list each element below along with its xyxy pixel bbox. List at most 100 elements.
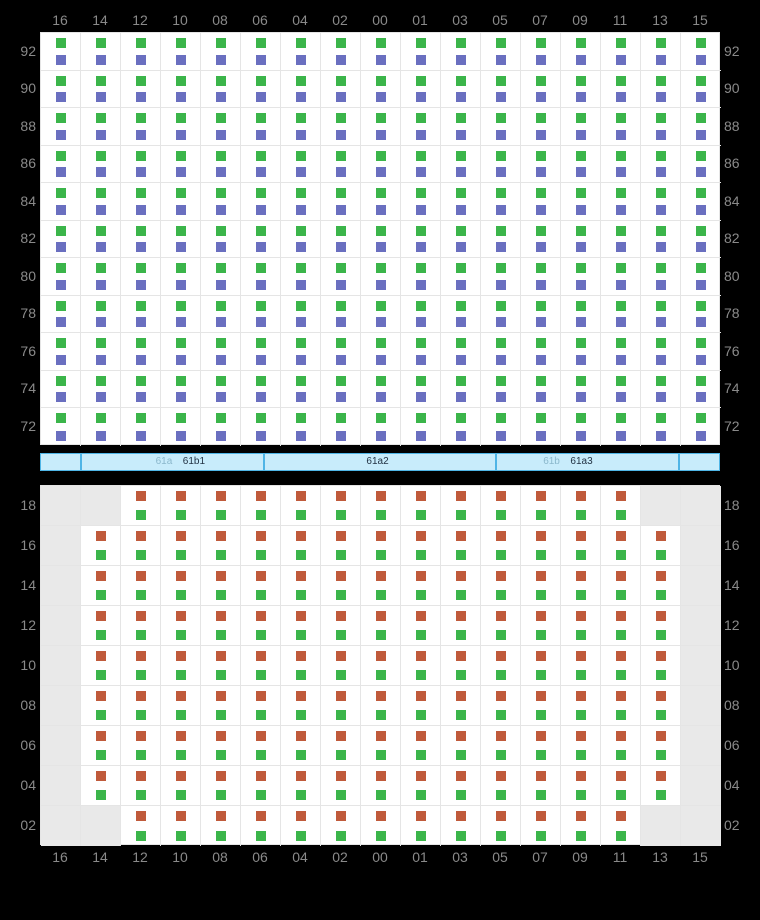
row-label: 78 xyxy=(12,303,36,323)
marker-bottom xyxy=(416,55,426,65)
marker-bottom xyxy=(536,55,546,65)
marker-bottom xyxy=(416,630,426,640)
marker-top xyxy=(456,771,466,781)
rack-cell xyxy=(601,146,641,184)
marker-bottom xyxy=(536,710,546,720)
marker-bottom xyxy=(256,670,266,680)
rack-cell xyxy=(521,221,561,259)
rack-cell xyxy=(241,646,281,686)
rack-cell xyxy=(281,566,321,606)
rack-cell xyxy=(521,486,561,526)
marker-top xyxy=(336,571,346,581)
marker-bottom xyxy=(216,130,226,140)
row-label: 04 xyxy=(724,775,748,795)
marker-bottom xyxy=(176,130,186,140)
rack-cell xyxy=(81,33,121,71)
rack-cell xyxy=(521,371,561,409)
marker-bottom xyxy=(616,710,626,720)
marker-top xyxy=(696,338,706,348)
marker-top xyxy=(696,376,706,386)
marker-top xyxy=(656,263,666,273)
marker-bottom xyxy=(256,392,266,402)
marker-top xyxy=(496,811,506,821)
marker-top xyxy=(216,263,226,273)
marker-bottom xyxy=(96,790,106,800)
rack-cell xyxy=(361,806,401,846)
marker-top xyxy=(656,338,666,348)
rack-cell xyxy=(121,526,161,566)
rack-cell xyxy=(161,333,201,371)
marker-bottom xyxy=(176,317,186,327)
marker-bottom xyxy=(336,130,346,140)
marker-top xyxy=(536,571,546,581)
rack-cell xyxy=(641,686,681,726)
rack-cell xyxy=(561,221,601,259)
rack-cell xyxy=(361,371,401,409)
rack-cell xyxy=(601,646,641,686)
marker-top xyxy=(416,651,426,661)
rack-cell xyxy=(441,806,481,846)
marker-bottom xyxy=(96,167,106,177)
row-label: 78 xyxy=(724,303,748,323)
rack-cell xyxy=(681,486,721,526)
marker-top xyxy=(176,691,186,701)
rack-cell xyxy=(641,606,681,646)
marker-top xyxy=(96,571,106,581)
marker-top xyxy=(496,376,506,386)
rack-cell xyxy=(241,33,281,71)
marker-bottom xyxy=(496,630,506,640)
marker-top xyxy=(176,76,186,86)
marker-bottom xyxy=(96,710,106,720)
rack-cell xyxy=(561,258,601,296)
marker-bottom xyxy=(536,750,546,760)
rack-cell xyxy=(561,371,601,409)
rack-cell xyxy=(441,33,481,71)
marker-top xyxy=(536,263,546,273)
marker-top xyxy=(216,771,226,781)
rack-cell xyxy=(441,183,481,221)
marker-bottom xyxy=(296,317,306,327)
rack-cell xyxy=(281,258,321,296)
marker-bottom xyxy=(696,92,706,102)
marker-bottom xyxy=(336,205,346,215)
marker-bottom xyxy=(576,242,586,252)
rack-cell xyxy=(441,371,481,409)
midbar-segment xyxy=(40,453,81,471)
marker-top xyxy=(456,611,466,621)
rack-cell xyxy=(161,108,201,146)
marker-top xyxy=(536,811,546,821)
marker-bottom xyxy=(256,55,266,65)
marker-bottom xyxy=(416,831,426,841)
marker-bottom xyxy=(376,130,386,140)
row-label: 72 xyxy=(12,416,36,436)
row-label: 08 xyxy=(724,695,748,715)
marker-top xyxy=(296,151,306,161)
marker-bottom xyxy=(96,431,106,441)
marker-bottom xyxy=(416,280,426,290)
marker-bottom xyxy=(136,590,146,600)
rack-cell xyxy=(521,646,561,686)
marker-bottom xyxy=(496,510,506,520)
marker-bottom xyxy=(336,392,346,402)
rack-cell xyxy=(241,526,281,566)
marker-bottom xyxy=(456,630,466,640)
marker-top xyxy=(176,376,186,386)
rack-cell xyxy=(681,371,721,409)
marker-top xyxy=(376,376,386,386)
marker-bottom xyxy=(176,590,186,600)
marker-bottom xyxy=(96,92,106,102)
marker-bottom xyxy=(176,710,186,720)
row-label: 74 xyxy=(724,378,748,398)
marker-top xyxy=(576,263,586,273)
rack-cell xyxy=(481,726,521,766)
marker-bottom xyxy=(656,590,666,600)
row-label: 14 xyxy=(724,575,748,595)
rack-cell xyxy=(241,806,281,846)
rack-cell xyxy=(161,33,201,71)
marker-top xyxy=(256,338,266,348)
marker-bottom xyxy=(256,590,266,600)
marker-bottom xyxy=(256,242,266,252)
marker-bottom xyxy=(216,92,226,102)
marker-top xyxy=(656,413,666,423)
rack-cell xyxy=(41,686,81,726)
